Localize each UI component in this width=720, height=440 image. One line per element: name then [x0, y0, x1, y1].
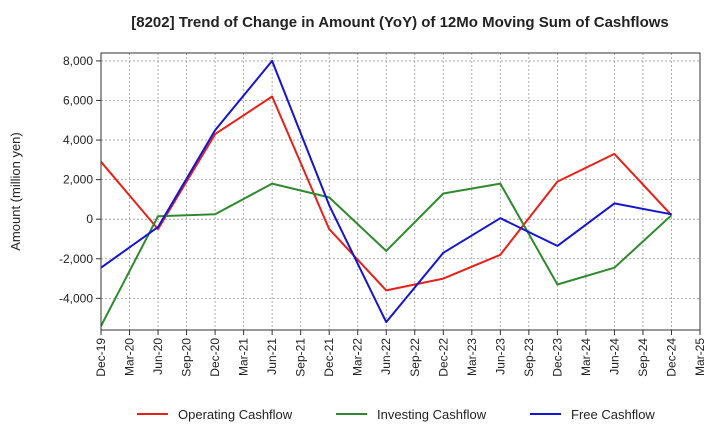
series-line-operating-cashflow [100, 95, 673, 292]
chart-title: [8202] Trend of Change in Amount (YoY) o… [131, 14, 669, 31]
y-tick-label: 8,000 [63, 54, 93, 68]
x-tick-label: Jun-20 [151, 338, 165, 375]
x-tick-label: Mar-20 [123, 338, 137, 376]
x-tick-label: Dec-23 [550, 338, 564, 377]
legend-label: Investing Cashflow [377, 407, 487, 422]
x-tick-label: Dec-24 [664, 338, 678, 377]
x-tick-label: Mar-24 [579, 338, 593, 376]
x-tick-label: Dec-22 [436, 338, 450, 377]
series-line-free-cashflow [100, 59, 672, 324]
x-tick-label: Dec-19 [94, 338, 108, 377]
x-tick-label: Jun-21 [265, 338, 279, 375]
x-tick-label: Mar-23 [465, 338, 479, 376]
plot-frame [100, 52, 701, 331]
y-tick-label: -4,000 [59, 291, 93, 305]
x-tick-label: Sep-24 [636, 338, 650, 377]
legend-label: Free Cashflow [571, 407, 655, 422]
x-tick-label: Dec-21 [322, 338, 336, 377]
series-lines [100, 59, 673, 327]
y-tick-label: 0 [86, 212, 93, 226]
x-tick-label: Jun-22 [379, 338, 393, 375]
y-tick-label: 2,000 [63, 173, 93, 187]
y-axis-title: Amount (million yen) [8, 132, 23, 251]
x-tick-label: Mar-22 [351, 338, 365, 376]
legend-label: Operating Cashflow [178, 407, 293, 422]
x-tick-label: Sep-21 [294, 338, 308, 377]
y-tick-label: -2,000 [59, 252, 93, 266]
y-tick-label: 4,000 [63, 133, 93, 147]
x-tick-label: Jun-23 [493, 338, 507, 375]
x-tick-label: Sep-20 [180, 338, 194, 377]
x-tick-label: Dec-20 [208, 338, 222, 377]
series-line-investing-cashflow [100, 182, 673, 327]
x-tick-label: Mar-25 [693, 338, 707, 376]
x-tick-labels: Dec-19 Mar-20 Jun-20 Sep-20 Dec-20 Mar-21 Jun-… [94, 330, 707, 377]
x-tick-label: Sep-23 [522, 338, 536, 377]
x-tick-label: Sep-22 [408, 338, 422, 377]
legend: Operating Cashflow Investing Cashflow Free… [137, 407, 655, 422]
y-tick-labels: -4,000 -2,000 0 2,000 4,000 6,000 8,000 [59, 54, 101, 305]
y-tick-label: 6,000 [63, 93, 93, 107]
plot-area [101, 53, 700, 330]
x-tick-label: Jun-24 [607, 338, 621, 375]
x-tick-label: Mar-21 [237, 338, 251, 376]
